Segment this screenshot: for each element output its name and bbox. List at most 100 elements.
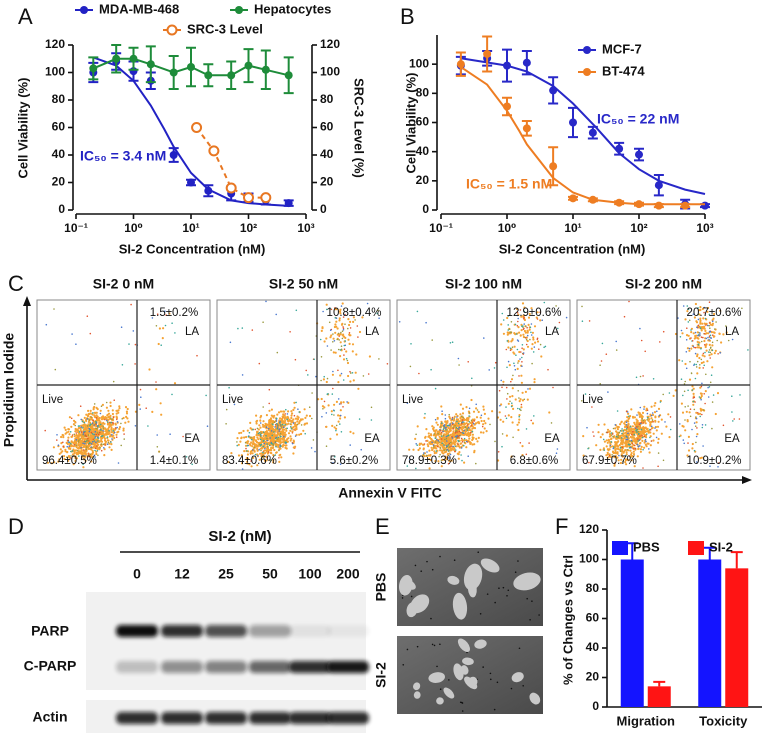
x-tick-label: 10¹: [564, 221, 581, 235]
blot-title: SI-2 (nM): [208, 528, 271, 545]
x-tick-label: 10⁰: [124, 221, 143, 235]
ea-label: EA: [724, 433, 740, 445]
speck: [426, 560, 428, 563]
speck: [517, 560, 519, 562]
bar: [725, 568, 749, 707]
speck: [486, 593, 489, 595]
speck: [506, 594, 508, 597]
marker: [456, 60, 465, 69]
speck: [431, 568, 434, 571]
y2-tick-label: 80: [320, 92, 334, 106]
speck: [439, 555, 441, 558]
speck: [461, 710, 464, 712]
live-label: Live: [42, 394, 63, 406]
speck: [402, 663, 405, 666]
western-blot: D SI-2 (nM): [8, 514, 366, 733]
plot-title: SI-2 0 nM: [93, 276, 154, 292]
cell-blob: [457, 638, 470, 653]
annotation: IC₅₀ = 1.5 nM: [466, 176, 552, 192]
la-value: 1.5±0.2%: [150, 307, 199, 319]
speck: [477, 551, 480, 554]
speck: [410, 595, 413, 598]
x-tick-label: 10²: [240, 221, 257, 235]
annotation: IC₅₀ = 3.4 nM: [80, 148, 166, 164]
bar: [647, 686, 671, 707]
speck: [494, 601, 496, 604]
speck: [439, 688, 442, 691]
y-tick-label: 0: [422, 202, 429, 216]
lane-label: 200: [336, 566, 360, 582]
panel-label: A: [18, 4, 33, 29]
marker: [569, 194, 577, 203]
cell-blob: [436, 697, 444, 705]
la-label: LA: [725, 326, 739, 338]
cell-blob: [513, 572, 541, 591]
live-value: 96.4±0.5%: [42, 455, 97, 467]
blot-band: [327, 661, 369, 673]
cell-blob: [467, 676, 478, 688]
y-tick-label: 120: [579, 522, 599, 536]
marker: [569, 118, 577, 127]
cytometry-dots: [409, 305, 557, 465]
ea-value: 6.8±0.6%: [510, 455, 559, 467]
marker: [588, 195, 597, 204]
speck: [448, 679, 450, 681]
marker: [522, 58, 531, 67]
ea-value: 5.6±0.2%: [330, 455, 379, 467]
panel-label: C: [8, 271, 24, 296]
marker: [615, 144, 624, 153]
speck: [522, 684, 524, 687]
cell-blob: [413, 691, 421, 699]
legend-swatch: [612, 541, 628, 555]
x-tick-label: Toxicity: [699, 713, 748, 728]
x-tick-label: 10²: [630, 221, 647, 235]
marker: [204, 71, 213, 80]
marker: [681, 201, 690, 210]
panel-label: F: [555, 514, 568, 539]
cell-blob: [410, 594, 430, 614]
blot-band: [289, 712, 331, 724]
speck: [507, 589, 510, 592]
speck: [436, 665, 438, 668]
speck: [461, 702, 464, 704]
y-tick-label: 20: [52, 175, 66, 189]
row-label: PARP: [31, 623, 69, 639]
la-label: LA: [365, 326, 379, 338]
legend-label: Hepatocytes: [254, 1, 331, 16]
cell-blob: [428, 672, 445, 683]
speck: [502, 586, 505, 589]
flow-y-label: Propidium Iodide: [1, 333, 17, 448]
marker: [146, 60, 155, 69]
panel-label: E: [375, 514, 390, 539]
lane-label: 12: [174, 566, 190, 582]
y2-tick-label: 0: [320, 202, 327, 216]
cytometry-dots: [398, 314, 568, 460]
cytometry-dots: [586, 305, 734, 468]
legend-label: SRC-3 Level: [187, 21, 263, 36]
blot-band: [161, 712, 203, 724]
la-label: LA: [545, 326, 559, 338]
speck: [401, 597, 404, 599]
speck: [493, 708, 496, 711]
marker: [243, 192, 254, 204]
x-tick-label: 10⁻¹: [64, 221, 88, 235]
blot-band: [116, 625, 158, 637]
legend-marker: [166, 24, 178, 36]
marker: [549, 162, 558, 171]
cell-blob: [443, 687, 455, 699]
blot-band: [289, 661, 331, 673]
marker: [261, 65, 270, 74]
x-tick-label: 10³: [696, 221, 713, 235]
y-tick-label: 60: [416, 115, 430, 129]
speck: [510, 687, 513, 690]
flow-plot: SI-2 100 nM 12.9±0.6% LA Live EA 78.9±0.3% 6.8…: [396, 276, 571, 471]
marker: [227, 71, 236, 80]
marker: [112, 54, 121, 63]
cell-blob: [413, 682, 421, 691]
marker: [169, 151, 178, 159]
marker: [701, 201, 709, 210]
y2-axis-label: SRC-3 Level (%): [352, 78, 367, 178]
x-axis-label: SI-2 Concentration (nM): [499, 241, 646, 256]
fit-curve: [92, 56, 289, 207]
speck: [498, 587, 500, 590]
